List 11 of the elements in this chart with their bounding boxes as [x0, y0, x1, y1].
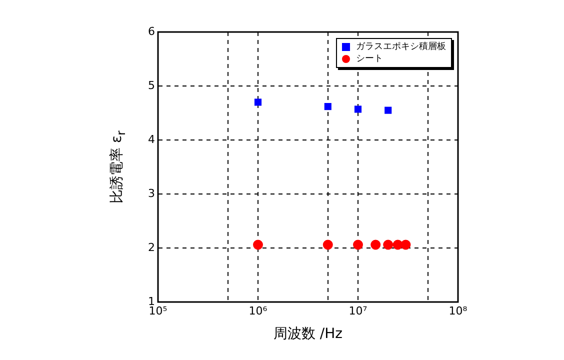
x-tick-label: 10⁶ — [248, 304, 268, 318]
x-axis-title: 周波数 /Hz — [273, 326, 343, 342]
x-tick-label: 10⁸ — [448, 304, 468, 318]
y-tick-label: 6 — [148, 24, 155, 38]
y-tick-label: 2 — [148, 240, 155, 254]
y-tick-label: 4 — [148, 132, 155, 146]
y-tick-label: 3 — [148, 186, 155, 200]
y-tick-label: 5 — [148, 78, 155, 92]
legend-label: ガラスエポキシ積層板 — [356, 41, 446, 53]
legend-label: シート — [356, 53, 383, 65]
x-tick-label: 10⁷ — [348, 304, 368, 318]
